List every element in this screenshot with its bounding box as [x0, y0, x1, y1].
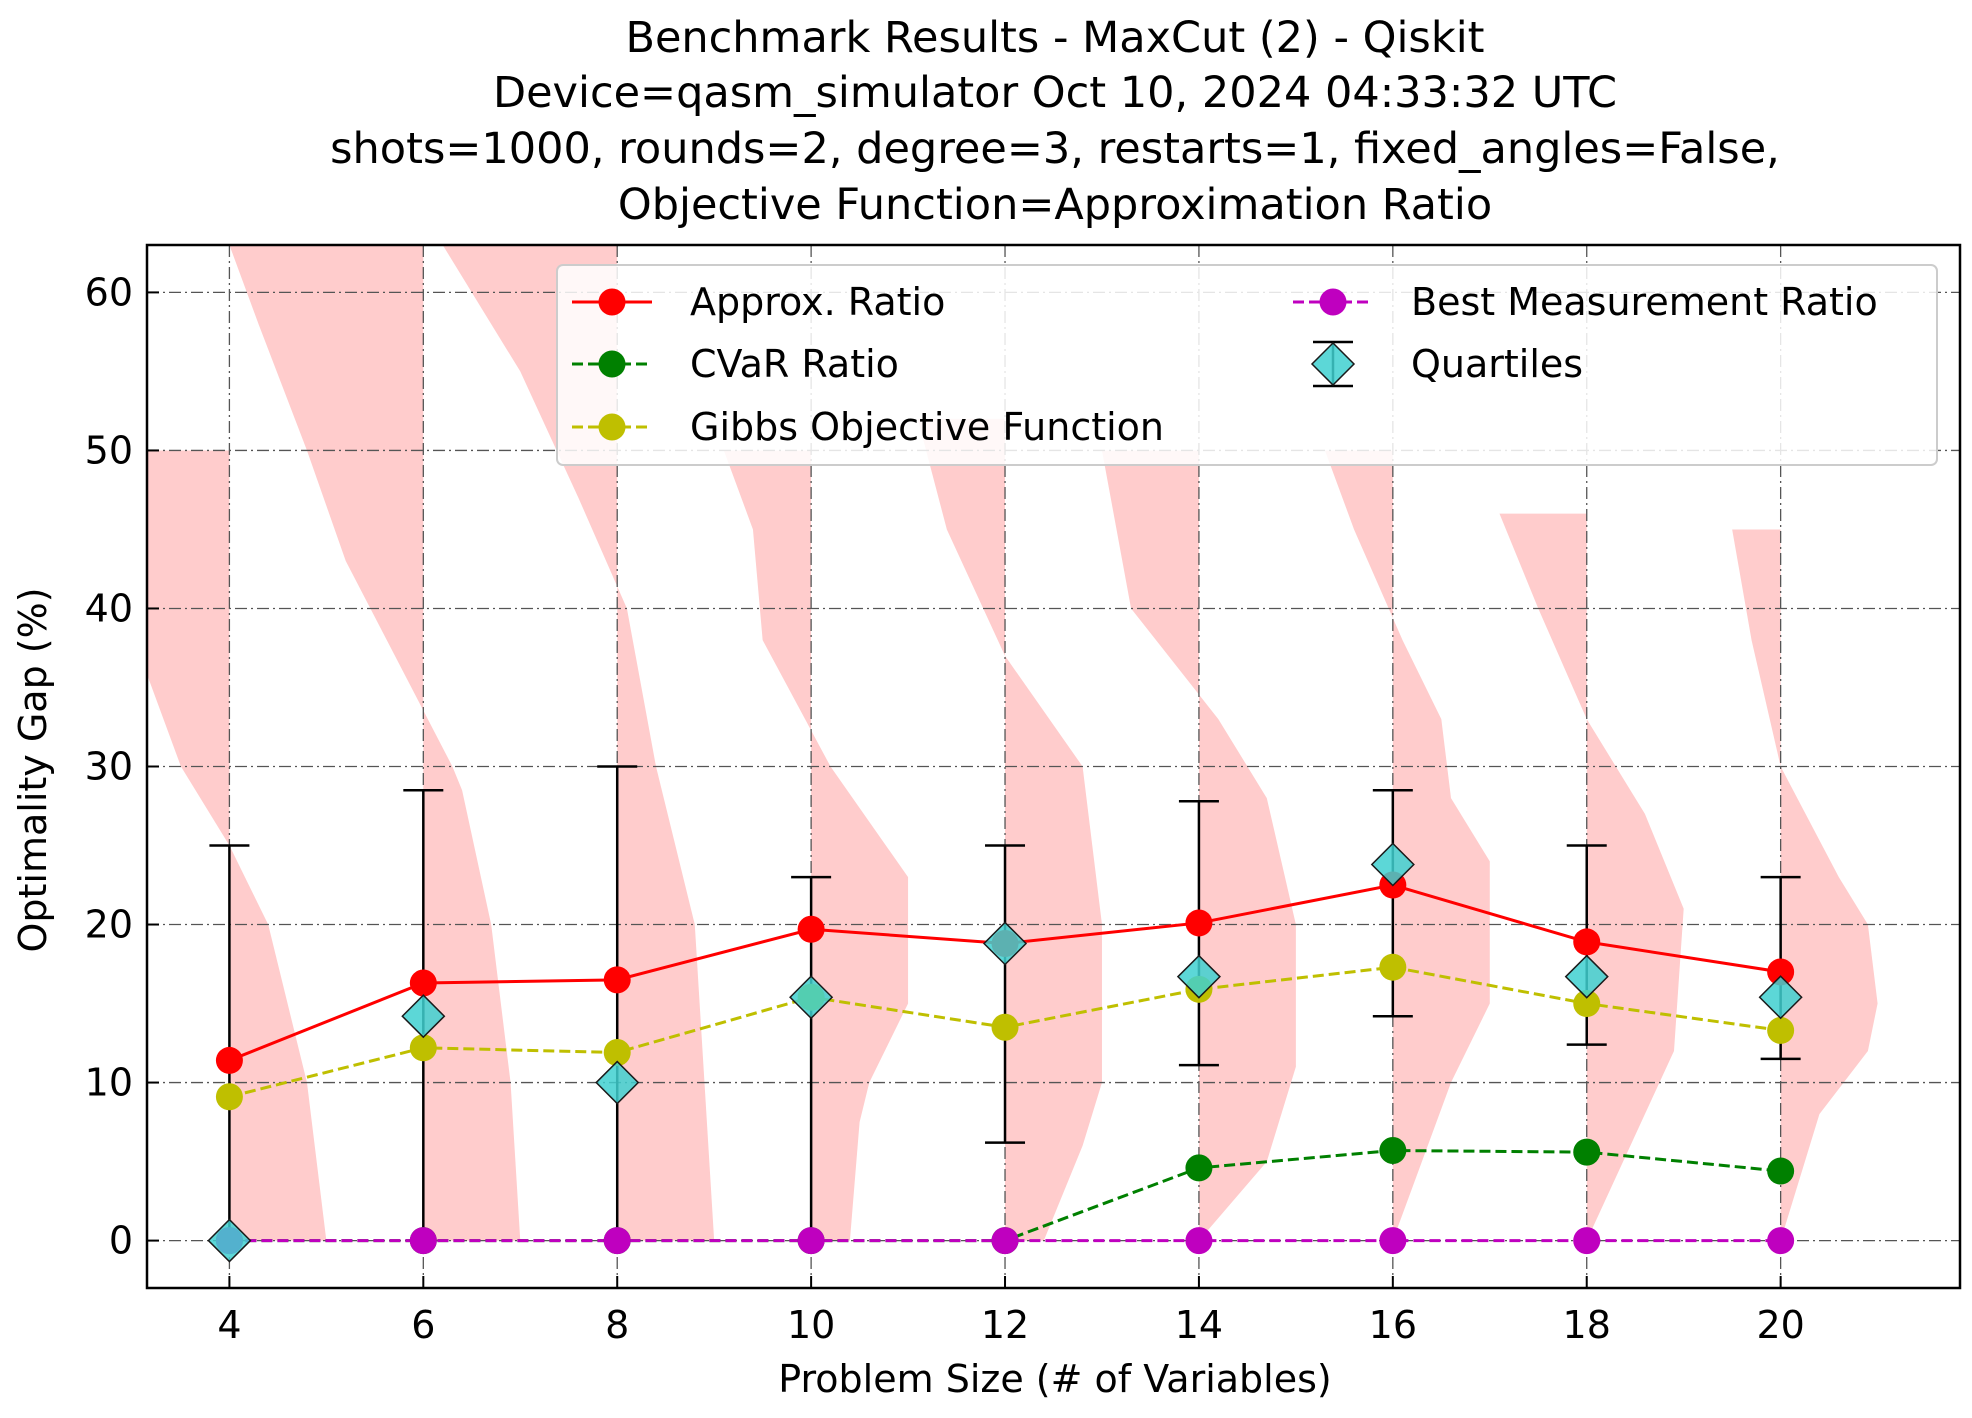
distribution-shape — [917, 418, 1102, 1241]
y-tick-label: 40 — [85, 586, 133, 630]
series-point — [1379, 1137, 1407, 1165]
series-point — [409, 969, 437, 997]
series-point — [215, 1046, 243, 1074]
y-axis-label: Optimality Gap (%) — [11, 587, 55, 952]
series-point — [1573, 1138, 1601, 1166]
x-axis-label: Problem Size (# of Variables) — [778, 1357, 1331, 1401]
axis-ticks: 4 6 8 10 12 14 16 18 20 0 10 20 30 40 50 60 — [85, 270, 1805, 1347]
series-point — [1185, 1227, 1213, 1255]
series-point — [1767, 958, 1795, 986]
legend-label: Gibbs Objective Function — [690, 405, 1164, 449]
quartile-marker — [207, 1218, 252, 1263]
y-tick-label: 0 — [109, 1219, 133, 1263]
legend: Approx. Ratio CVaR Ratio Gibbs Objective F… — [556, 264, 1938, 466]
distribution-shape — [1101, 450, 1296, 1241]
series-point — [1573, 990, 1601, 1018]
series-point — [1379, 953, 1407, 981]
quartile-marker — [401, 994, 446, 1039]
quartile-marker — [595, 1060, 640, 1105]
series-point — [1573, 1227, 1601, 1255]
x-tick-label: 20 — [1756, 1303, 1804, 1347]
x-tick-label: 8 — [605, 1303, 629, 1347]
quartile-marker — [982, 921, 1028, 966]
series-point — [1185, 909, 1213, 937]
series-point — [797, 1227, 825, 1255]
series-point — [603, 1039, 631, 1067]
y-tick-label: 10 — [85, 1061, 133, 1105]
distribution-shape — [442, 245, 715, 1241]
distribution-shapes — [147, 245, 1878, 1241]
legend-marker — [598, 288, 626, 316]
distribution-shape — [1499, 513, 1684, 1241]
legend-frame — [556, 264, 1938, 466]
series-point — [1767, 1157, 1795, 1185]
x-tick-label: 14 — [1175, 1303, 1223, 1347]
legend-label: Best Measurement Ratio — [1411, 280, 1878, 324]
distribution-shape — [1324, 450, 1490, 1241]
distribution-shape — [1732, 529, 1878, 1241]
series-point — [797, 915, 825, 943]
series-point — [603, 966, 631, 994]
title-line-3: shots=1000, rounds=2, degree=3, restarts… — [330, 124, 1780, 174]
quartile-marker — [1176, 954, 1221, 999]
y-tick-label: 30 — [85, 745, 133, 789]
legend-marker — [598, 413, 626, 441]
series-point — [991, 1227, 1019, 1255]
series-point — [215, 1083, 243, 1111]
y-tick-label: 60 — [85, 270, 133, 314]
distribution-shape — [723, 450, 909, 1241]
legend-label: Approx. Ratio — [690, 280, 945, 324]
quartile-marker — [789, 975, 834, 1020]
legend-label: Quartiles — [1411, 342, 1583, 386]
series-point — [409, 1034, 437, 1062]
legend-marker — [598, 350, 626, 378]
series-point — [1379, 1227, 1407, 1255]
y-tick-label: 50 — [85, 428, 133, 472]
quartile-marker — [1758, 975, 1803, 1020]
x-tick-label: 4 — [217, 1303, 241, 1347]
x-tick-label: 12 — [981, 1303, 1029, 1347]
quartile-marker — [1370, 842, 1415, 887]
x-tick-label: 10 — [787, 1303, 835, 1347]
distribution-shape — [229, 245, 521, 1241]
x-tick-label: 6 — [411, 1303, 435, 1347]
series-point — [603, 1227, 631, 1255]
series-point — [1573, 928, 1601, 956]
quartile-marker — [1564, 954, 1609, 999]
legend-label: CVaR Ratio — [690, 342, 899, 386]
x-tick-label: 16 — [1369, 1303, 1417, 1347]
series-point — [1767, 1016, 1795, 1044]
series-point — [409, 1227, 437, 1255]
series-point — [991, 1013, 1019, 1041]
legend-quartile-marker — [1310, 341, 1356, 387]
series-markers — [207, 842, 1803, 1263]
series-point — [1767, 1227, 1795, 1255]
chart-title: Benchmark Results - MaxCut (2) - Qiskit … — [330, 13, 1780, 230]
title-line-2: Device=qasm_simulator Oct 10, 2024 04:33… — [493, 68, 1617, 118]
x-tick-label: 18 — [1563, 1303, 1611, 1347]
distribution-shape — [147, 450, 327, 1241]
legend-marker — [1319, 288, 1347, 316]
series-point — [1185, 1154, 1213, 1182]
title-line-1: Benchmark Results - MaxCut (2) - Qiskit — [625, 13, 1484, 63]
y-tick-label: 20 — [85, 903, 133, 947]
title-line-4: Objective Function=Approximation Ratio — [618, 180, 1492, 230]
